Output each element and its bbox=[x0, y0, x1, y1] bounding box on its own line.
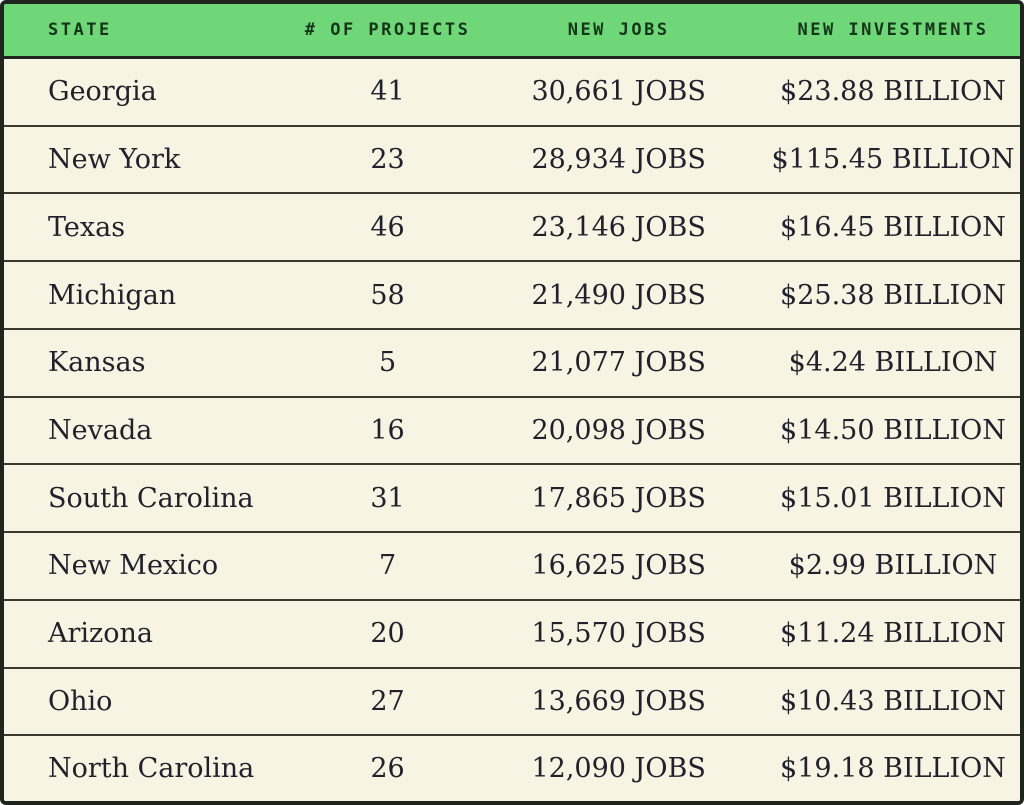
projects-cell: 31 bbox=[303, 463, 472, 533]
investments-cell: $14.50 BILLION bbox=[765, 395, 1020, 465]
state-cell: Ohio bbox=[4, 666, 304, 736]
jobs-cell: 23,146 JOBS bbox=[471, 192, 766, 262]
state-cell: South Carolina bbox=[4, 463, 304, 533]
header-investments: NEW INVESTMENTS bbox=[765, 4, 1020, 59]
data-table: STATE # OF PROJECTS NEW JOBS NEW INVESTM… bbox=[4, 4, 1020, 801]
projects-cell: 20 bbox=[303, 598, 472, 668]
state-cell: Nevada bbox=[4, 395, 304, 465]
jobs-cell: 15,570 JOBS bbox=[471, 598, 766, 668]
investments-cell: $25.38 BILLION bbox=[765, 260, 1020, 329]
jobs-cell: 17,865 JOBS bbox=[471, 463, 766, 533]
investments-cell: $23.88 BILLION bbox=[780, 76, 1006, 108]
state-cell: Kansas bbox=[4, 327, 304, 397]
projects-cell: 27 bbox=[303, 666, 472, 736]
table-row: South Carolina 31 17,865 JOBS $15.01 BIL… bbox=[4, 463, 1020, 533]
state-cell: Georgia bbox=[48, 76, 157, 108]
jobs-cell: 16,625 JOBS bbox=[471, 531, 766, 600]
state-cell: New York bbox=[4, 124, 304, 194]
jobs-cell: 21,077 JOBS bbox=[471, 327, 766, 397]
state-cell: Arizona bbox=[4, 598, 304, 668]
table-row: Nevada 16 20,098 JOBS $14.50 BILLION bbox=[4, 395, 1020, 465]
table-row: Michigan 58 21,490 JOBS $25.38 BILLION bbox=[4, 260, 1020, 329]
table-body: Georgia 41 30,661 JOBS $23.88 BILLION Ne… bbox=[4, 57, 1020, 801]
jobs-cell: 28,934 JOBS bbox=[471, 124, 766, 194]
jobs-cell: 30,661 JOBS bbox=[531, 76, 706, 108]
projects-cell: 16 bbox=[303, 395, 472, 465]
table-row: Georgia 41 30,661 JOBS $23.88 BILLION bbox=[4, 57, 1020, 126]
investments-cell: $4.24 BILLION bbox=[765, 327, 1020, 397]
table-row: Ohio 27 13,669 JOBS $10.43 BILLION bbox=[4, 666, 1020, 736]
projects-cell: 46 bbox=[303, 192, 472, 262]
state-cell: New Mexico bbox=[4, 531, 304, 600]
investments-cell: $10.43 BILLION bbox=[765, 666, 1020, 736]
projects-cell: 26 bbox=[303, 734, 472, 801]
projects-cell: 41 bbox=[370, 76, 405, 108]
table-row: Arizona 20 15,570 JOBS $11.24 BILLION bbox=[4, 598, 1020, 668]
investments-cell: $115.45 BILLION bbox=[765, 124, 1020, 194]
projects-cell: 7 bbox=[303, 531, 472, 600]
jobs-cell: 20,098 JOBS bbox=[471, 395, 766, 465]
table-header: STATE # OF PROJECTS NEW JOBS NEW INVESTM… bbox=[4, 4, 1020, 59]
projects-cell: 58 bbox=[303, 260, 472, 329]
investments-cell: $19.18 BILLION bbox=[765, 734, 1020, 801]
state-cell: North Carolina bbox=[4, 734, 304, 801]
jobs-cell: 12,090 JOBS bbox=[471, 734, 766, 801]
projects-cell: 5 bbox=[303, 327, 472, 397]
investments-cell: $15.01 BILLION bbox=[765, 463, 1020, 533]
jobs-cell: 21,490 JOBS bbox=[471, 260, 766, 329]
header-projects: # OF PROJECTS bbox=[303, 4, 472, 59]
state-cell: Michigan bbox=[4, 260, 304, 329]
state-cell: Texas bbox=[4, 192, 304, 262]
table-row: Texas 46 23,146 JOBS $16.45 BILLION bbox=[4, 192, 1020, 262]
investments-cell: $2.99 BILLION bbox=[765, 531, 1020, 600]
investments-cell: $11.24 BILLION bbox=[765, 598, 1020, 668]
header-jobs: NEW JOBS bbox=[471, 4, 766, 59]
header-state: STATE bbox=[4, 4, 304, 59]
table-row: New Mexico 7 16,625 JOBS $2.99 BILLION bbox=[4, 531, 1020, 600]
jobs-cell: 13,669 JOBS bbox=[471, 666, 766, 736]
table-row: Kansas 5 21,077 JOBS $4.24 BILLION bbox=[4, 327, 1020, 397]
projects-cell: 23 bbox=[303, 124, 472, 194]
table-row: North Carolina 26 12,090 JOBS $19.18 BIL… bbox=[4, 734, 1020, 801]
table-row: New York 23 28,934 JOBS $115.45 BILLION bbox=[4, 124, 1020, 194]
investments-cell: $16.45 BILLION bbox=[765, 192, 1020, 262]
header-row: STATE # OF PROJECTS NEW JOBS NEW INVESTM… bbox=[4, 4, 1020, 59]
